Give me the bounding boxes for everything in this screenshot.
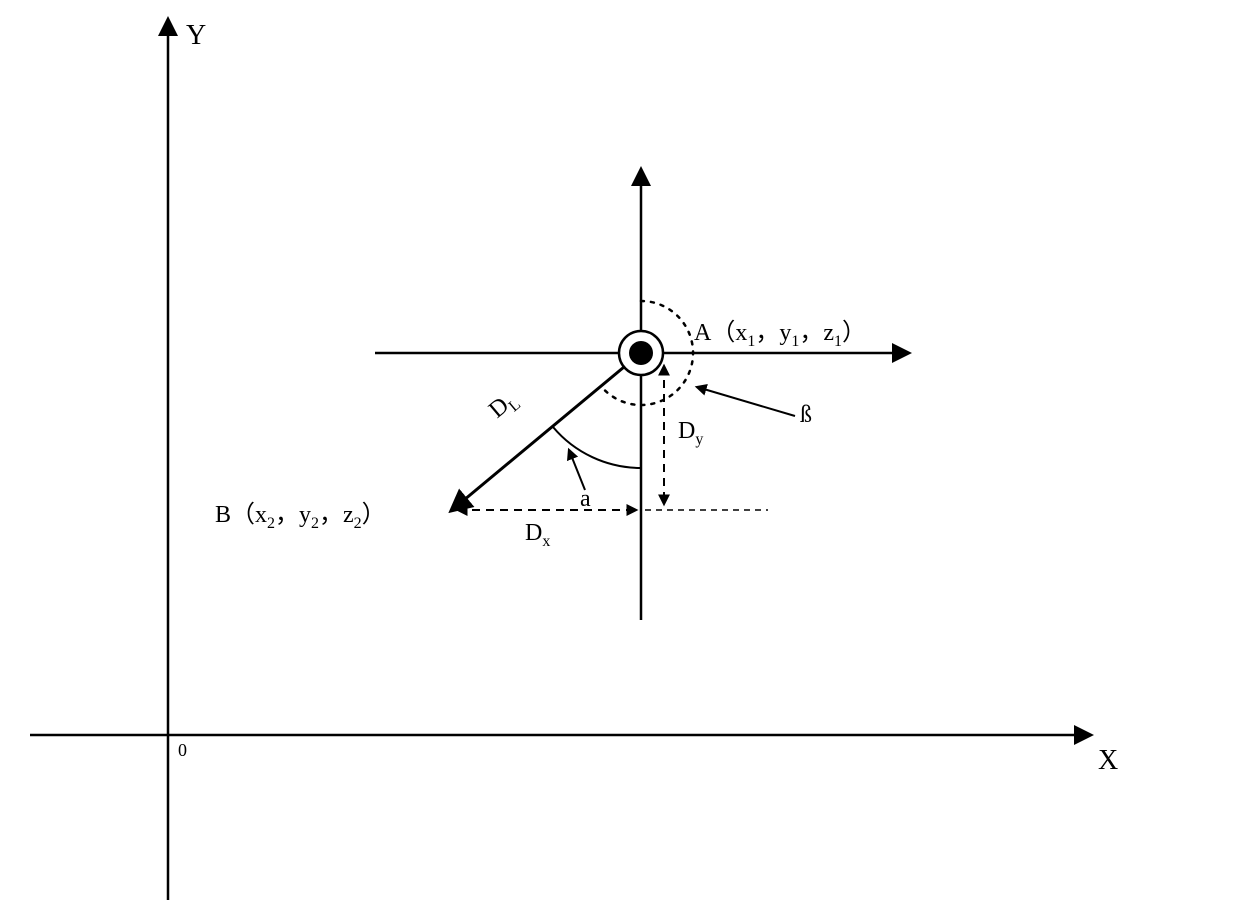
alpha-pointer xyxy=(569,450,585,490)
line-dl xyxy=(452,367,624,510)
alpha-label: a xyxy=(580,486,591,513)
dx-label: Dx xyxy=(525,520,550,551)
beta-pointer xyxy=(697,387,795,416)
point-a-dot xyxy=(629,341,653,365)
point-b-label: B（x2，y2，z2） xyxy=(215,494,386,533)
y-axis-label: Y xyxy=(186,20,206,52)
dy-label: Dy xyxy=(678,418,703,449)
point-a-label: A（x1，y1，z1） xyxy=(694,312,866,351)
beta-label: ß xyxy=(800,402,812,429)
arc-alpha xyxy=(553,427,641,468)
origin-label: 0 xyxy=(178,740,187,761)
x-axis-label: X xyxy=(1098,745,1118,777)
coordinate-diagram xyxy=(0,0,1240,914)
